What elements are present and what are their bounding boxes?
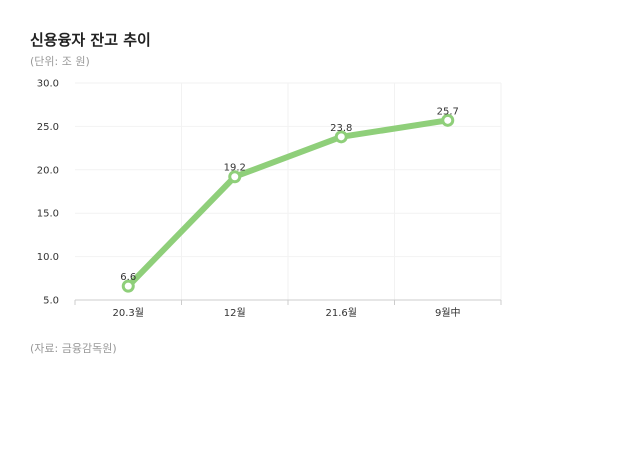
x-tick-label: 20.3월 [113, 307, 144, 319]
chart-title: 신용융자 잔고 추이 [30, 31, 151, 49]
data-label: 23.8 [330, 123, 352, 134]
y-tick-label: 10.0 [37, 252, 59, 263]
label-layer: 6.6 19.2 23.8 25.7 [120, 106, 459, 283]
source-note: (자료: 금융감독원) [30, 342, 117, 355]
y-tick-label: 15.0 [37, 209, 59, 220]
axis-layer: 5.0 10.0 15.0 20.0 25.0 30.0 20.3월 12월 21.6월 9월中 [37, 79, 502, 319]
unit-label: (단위: 조 원) [30, 55, 90, 68]
x-tick-label: 21.6월 [326, 307, 357, 319]
x-tick-label: 12월 [224, 307, 246, 319]
grid-layer [75, 82, 502, 300]
y-tick-label: 20.0 [37, 165, 59, 176]
y-tick-label: 25.0 [37, 122, 59, 133]
series-layer [121, 113, 455, 293]
x-tick-label: 9월中 [435, 306, 461, 319]
data-point [334, 130, 348, 144]
data-label: 19.2 [224, 163, 246, 174]
data-point [121, 279, 135, 293]
y-tick-label: 5.0 [43, 296, 59, 307]
data-label: 25.7 [437, 106, 459, 117]
data-label: 6.6 [120, 272, 136, 283]
y-tick-label: 30.0 [37, 79, 59, 90]
series-line [125, 117, 451, 290]
data-point [228, 170, 242, 184]
data-point [441, 113, 455, 127]
